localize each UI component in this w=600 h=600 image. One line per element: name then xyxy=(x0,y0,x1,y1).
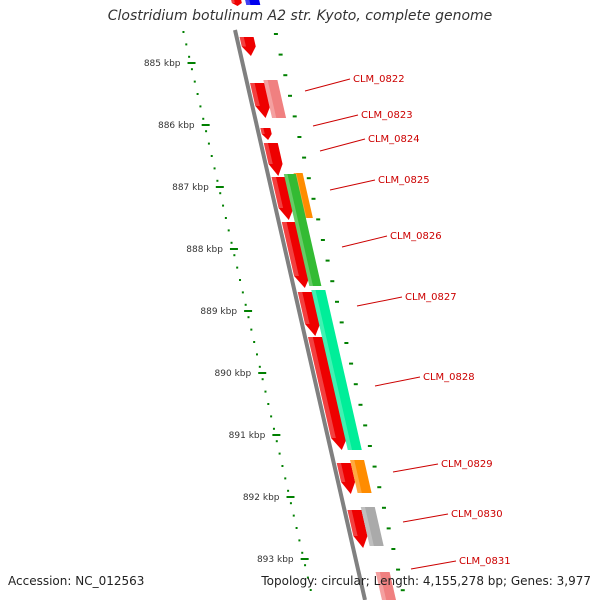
gene-arrow xyxy=(260,128,272,140)
gene-block-shade xyxy=(360,507,374,546)
gene-block xyxy=(360,507,384,546)
gene-arrow-shade xyxy=(347,510,358,536)
gene-label[interactable]: CLM_0828 xyxy=(423,372,475,383)
gene-label[interactable]: CLM_0823 xyxy=(361,110,413,121)
gene-arrow-shade xyxy=(281,222,299,276)
gene-arrow xyxy=(239,37,256,56)
scale-label: 890 kbp xyxy=(215,369,252,379)
accession-text: Accession: NC_012563 xyxy=(8,574,145,588)
scale-label: 891 kbp xyxy=(229,431,266,441)
gene-block xyxy=(350,460,372,493)
scale-label: 887 kbp xyxy=(172,183,209,193)
gene-block xyxy=(293,173,313,218)
gene-arrow xyxy=(281,222,311,288)
gene-leader-line xyxy=(312,114,359,127)
gene-label[interactable]: CLM_0824 xyxy=(368,134,420,145)
gene-leader-line xyxy=(329,179,376,191)
map-title: Clostridium botulinum A2 str. Kyoto, com… xyxy=(107,8,493,24)
gene-arrow xyxy=(308,337,348,450)
scale-label: 889 kbp xyxy=(200,307,237,317)
scale-label: 888 kbp xyxy=(186,245,223,255)
gene-label[interactable]: CLM_0830 xyxy=(451,509,503,520)
topology-text: Topology: circular; Length: 4,155,278 bp… xyxy=(261,574,591,588)
gene-arrow-shade xyxy=(308,337,336,438)
gene-leader-line xyxy=(374,376,421,387)
gene-label[interactable]: CLM_0827 xyxy=(405,292,457,303)
gene-leader-line xyxy=(304,78,351,92)
scale-label: 885 kbp xyxy=(144,59,181,69)
gene-leader-line xyxy=(402,513,449,523)
gene-block xyxy=(263,80,287,118)
gene-arrow-shade xyxy=(250,83,260,106)
gene-arrow xyxy=(250,83,271,118)
gene-block-shade xyxy=(311,290,352,450)
gene-arrow-shade xyxy=(239,37,246,47)
backbone-line xyxy=(233,29,367,600)
gene-block-shade xyxy=(263,80,277,118)
gene-labels: CLM_0822 CLM_0823 CLM_0824 CLM_0825 CLM_0826… xyxy=(304,74,511,570)
gene-label[interactable]: CLM_0831 xyxy=(459,556,511,567)
scale-track: 885 kbp 886 kbp 887 kbp 888 kbp 889 kbp 890 k… xyxy=(144,31,405,592)
scale-label: 892 kbp xyxy=(243,493,280,503)
gene-block xyxy=(283,174,322,286)
gene-label[interactable]: CLM_0825 xyxy=(378,175,430,186)
gene-arrow-shade xyxy=(297,292,310,324)
gene-arrow-shade xyxy=(336,463,346,482)
feature-track xyxy=(231,0,396,600)
scale-label: 893 kbp xyxy=(257,555,294,565)
gene-arrow-shade xyxy=(271,177,284,208)
gene-leader-line xyxy=(410,560,457,570)
gene-arrow xyxy=(231,0,242,6)
gene-block-shade xyxy=(350,460,362,493)
gene-label[interactable]: CLM_0829 xyxy=(441,459,493,470)
gene-label[interactable]: CLM_0826 xyxy=(390,231,442,242)
scale-label: 886 kbp xyxy=(158,121,195,131)
gene-block xyxy=(311,290,362,450)
gene-arrow xyxy=(336,463,356,494)
gene-arrow xyxy=(347,510,368,548)
gene-block-shade xyxy=(245,0,251,5)
gene-block-shade xyxy=(375,572,387,600)
gene-block xyxy=(375,572,396,600)
gene-leader-line xyxy=(392,463,439,473)
gene-arrow xyxy=(263,143,283,176)
gene-leader-line xyxy=(341,235,388,248)
gene-leader-line xyxy=(356,296,403,307)
gene-arrow-shade xyxy=(263,143,273,164)
gene-arrow-shade xyxy=(260,128,265,134)
gene-arrow-shade xyxy=(231,0,235,3)
genome-backbone xyxy=(233,29,367,600)
gene-block xyxy=(245,0,261,5)
gene-leader-line xyxy=(319,138,366,152)
gene-block-shade xyxy=(283,174,313,286)
gene-label[interactable]: CLM_0822 xyxy=(353,74,405,85)
